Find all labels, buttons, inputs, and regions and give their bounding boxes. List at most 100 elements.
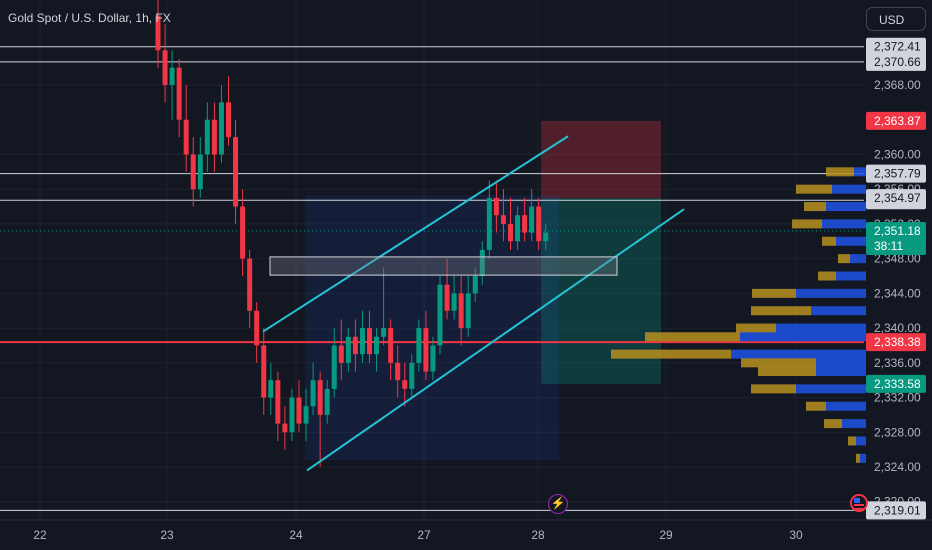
volume-profile-bar bbox=[826, 167, 854, 177]
entry-price-label-bg bbox=[866, 189, 926, 208]
candle-body bbox=[472, 276, 478, 294]
volume-profile-bar bbox=[811, 306, 866, 316]
line-price-label-bg bbox=[866, 164, 926, 183]
candle-body bbox=[536, 206, 542, 242]
candle-body bbox=[317, 380, 323, 415]
stop-price-label-bg bbox=[866, 111, 926, 130]
red-line-price-label-bg bbox=[866, 333, 926, 352]
target-price-label: 2,333.58 bbox=[874, 377, 921, 391]
price-tick-label: 2,368.00 bbox=[874, 78, 921, 92]
countdown-label: 38:11 bbox=[874, 239, 903, 253]
lightning-icon[interactable]: ⚡ bbox=[548, 494, 568, 514]
candle-body bbox=[543, 232, 549, 242]
line-price-label: 2,319.01 bbox=[874, 503, 921, 517]
volume-profile-bar bbox=[836, 271, 866, 281]
price-axis bbox=[866, 0, 932, 520]
candle-body bbox=[197, 154, 203, 190]
channel-lower-line bbox=[306, 208, 685, 472]
candle-body bbox=[437, 284, 443, 346]
volume-profile-bar bbox=[826, 202, 866, 212]
candle-body bbox=[402, 380, 408, 389]
candle-body bbox=[529, 206, 535, 233]
time-tick-label: 23 bbox=[160, 528, 174, 542]
volume-profile-bar bbox=[792, 219, 822, 229]
current-price-label: 2,351.18 bbox=[874, 224, 921, 238]
candle-body bbox=[388, 328, 394, 363]
candle-body bbox=[359, 328, 365, 355]
price-tick-label: 2,324.00 bbox=[874, 460, 921, 474]
volume-profile-bar bbox=[824, 419, 842, 429]
candle-body bbox=[367, 328, 372, 355]
volume-profile-bar bbox=[826, 401, 866, 411]
time-tick-label: 22 bbox=[33, 528, 47, 542]
price-tick-label: 2,328.00 bbox=[874, 425, 921, 439]
volume-profile-bar bbox=[796, 384, 866, 394]
time-tick-label: 29 bbox=[659, 528, 673, 542]
candle-body bbox=[233, 137, 239, 207]
candle-body bbox=[508, 223, 513, 242]
current-price-bg bbox=[866, 222, 926, 256]
price-tick-label: 2,340.00 bbox=[874, 321, 921, 335]
volume-profile-bar bbox=[836, 236, 866, 246]
volume-profile-bar bbox=[741, 358, 816, 368]
stop-price-label: 2,363.87 bbox=[874, 114, 921, 128]
candle-body bbox=[493, 197, 499, 216]
time-tick-label: 30 bbox=[789, 528, 803, 542]
candle-body bbox=[331, 345, 337, 389]
volume-profile-bar bbox=[822, 236, 836, 246]
candle-body bbox=[289, 397, 295, 433]
line-price-label: 2,370.66 bbox=[874, 55, 921, 69]
candle-body bbox=[324, 388, 330, 415]
volume-profile-bar bbox=[731, 349, 866, 359]
currency-button[interactable]: USD bbox=[866, 7, 926, 31]
time-tick-label: 28 bbox=[531, 528, 545, 542]
candle-body bbox=[282, 423, 288, 433]
volume-profile-bar bbox=[850, 254, 866, 264]
volume-profile-bar bbox=[838, 254, 850, 264]
candle-body bbox=[261, 345, 267, 398]
candle-body bbox=[352, 336, 358, 355]
candle-body bbox=[240, 206, 246, 259]
line-price-label-bg bbox=[866, 52, 926, 71]
volume-profile-bar bbox=[751, 384, 796, 394]
candle-body bbox=[409, 362, 415, 389]
volume-profile-bar bbox=[804, 202, 826, 212]
candle-body bbox=[303, 406, 309, 424]
candle-body bbox=[190, 154, 196, 190]
price-tick-label: 2,348.00 bbox=[874, 252, 921, 266]
volume-profile-bar bbox=[806, 401, 826, 411]
line-price-label-bg bbox=[866, 37, 926, 56]
channel-upper-line bbox=[262, 135, 569, 333]
candle-body bbox=[395, 362, 401, 381]
candle-body bbox=[268, 380, 274, 398]
candle-body bbox=[275, 380, 281, 424]
candle-body bbox=[345, 336, 351, 363]
candle-body bbox=[423, 328, 429, 372]
volume-profile-bar bbox=[816, 367, 866, 376]
candle-body bbox=[458, 293, 464, 329]
line-price-label: 2,372.41 bbox=[874, 40, 921, 54]
us-flag-icon bbox=[850, 494, 868, 512]
candle-body bbox=[204, 119, 210, 155]
candle-body bbox=[522, 215, 528, 233]
volume-profile-bar bbox=[832, 184, 866, 194]
candle-body bbox=[338, 345, 344, 363]
candle-body bbox=[254, 310, 260, 346]
volume-profile-bar bbox=[752, 288, 796, 298]
stop-loss-zone bbox=[541, 120, 661, 199]
time-tick-label: 24 bbox=[289, 528, 303, 542]
candle-body bbox=[465, 293, 471, 329]
candle-body bbox=[416, 328, 422, 363]
target-price-label-bg bbox=[866, 374, 926, 393]
volume-profile-bar bbox=[856, 453, 860, 463]
volume-profile-bar bbox=[645, 332, 740, 342]
volume-profile-bar bbox=[816, 358, 866, 368]
volume-profile-bar bbox=[740, 332, 866, 342]
candle-body bbox=[296, 397, 302, 424]
volume-profile-bar bbox=[848, 436, 856, 446]
candle-body bbox=[226, 102, 231, 138]
candle-body bbox=[381, 328, 387, 337]
range-box bbox=[305, 195, 559, 461]
entry-price-label: 2,354.97 bbox=[874, 191, 921, 205]
